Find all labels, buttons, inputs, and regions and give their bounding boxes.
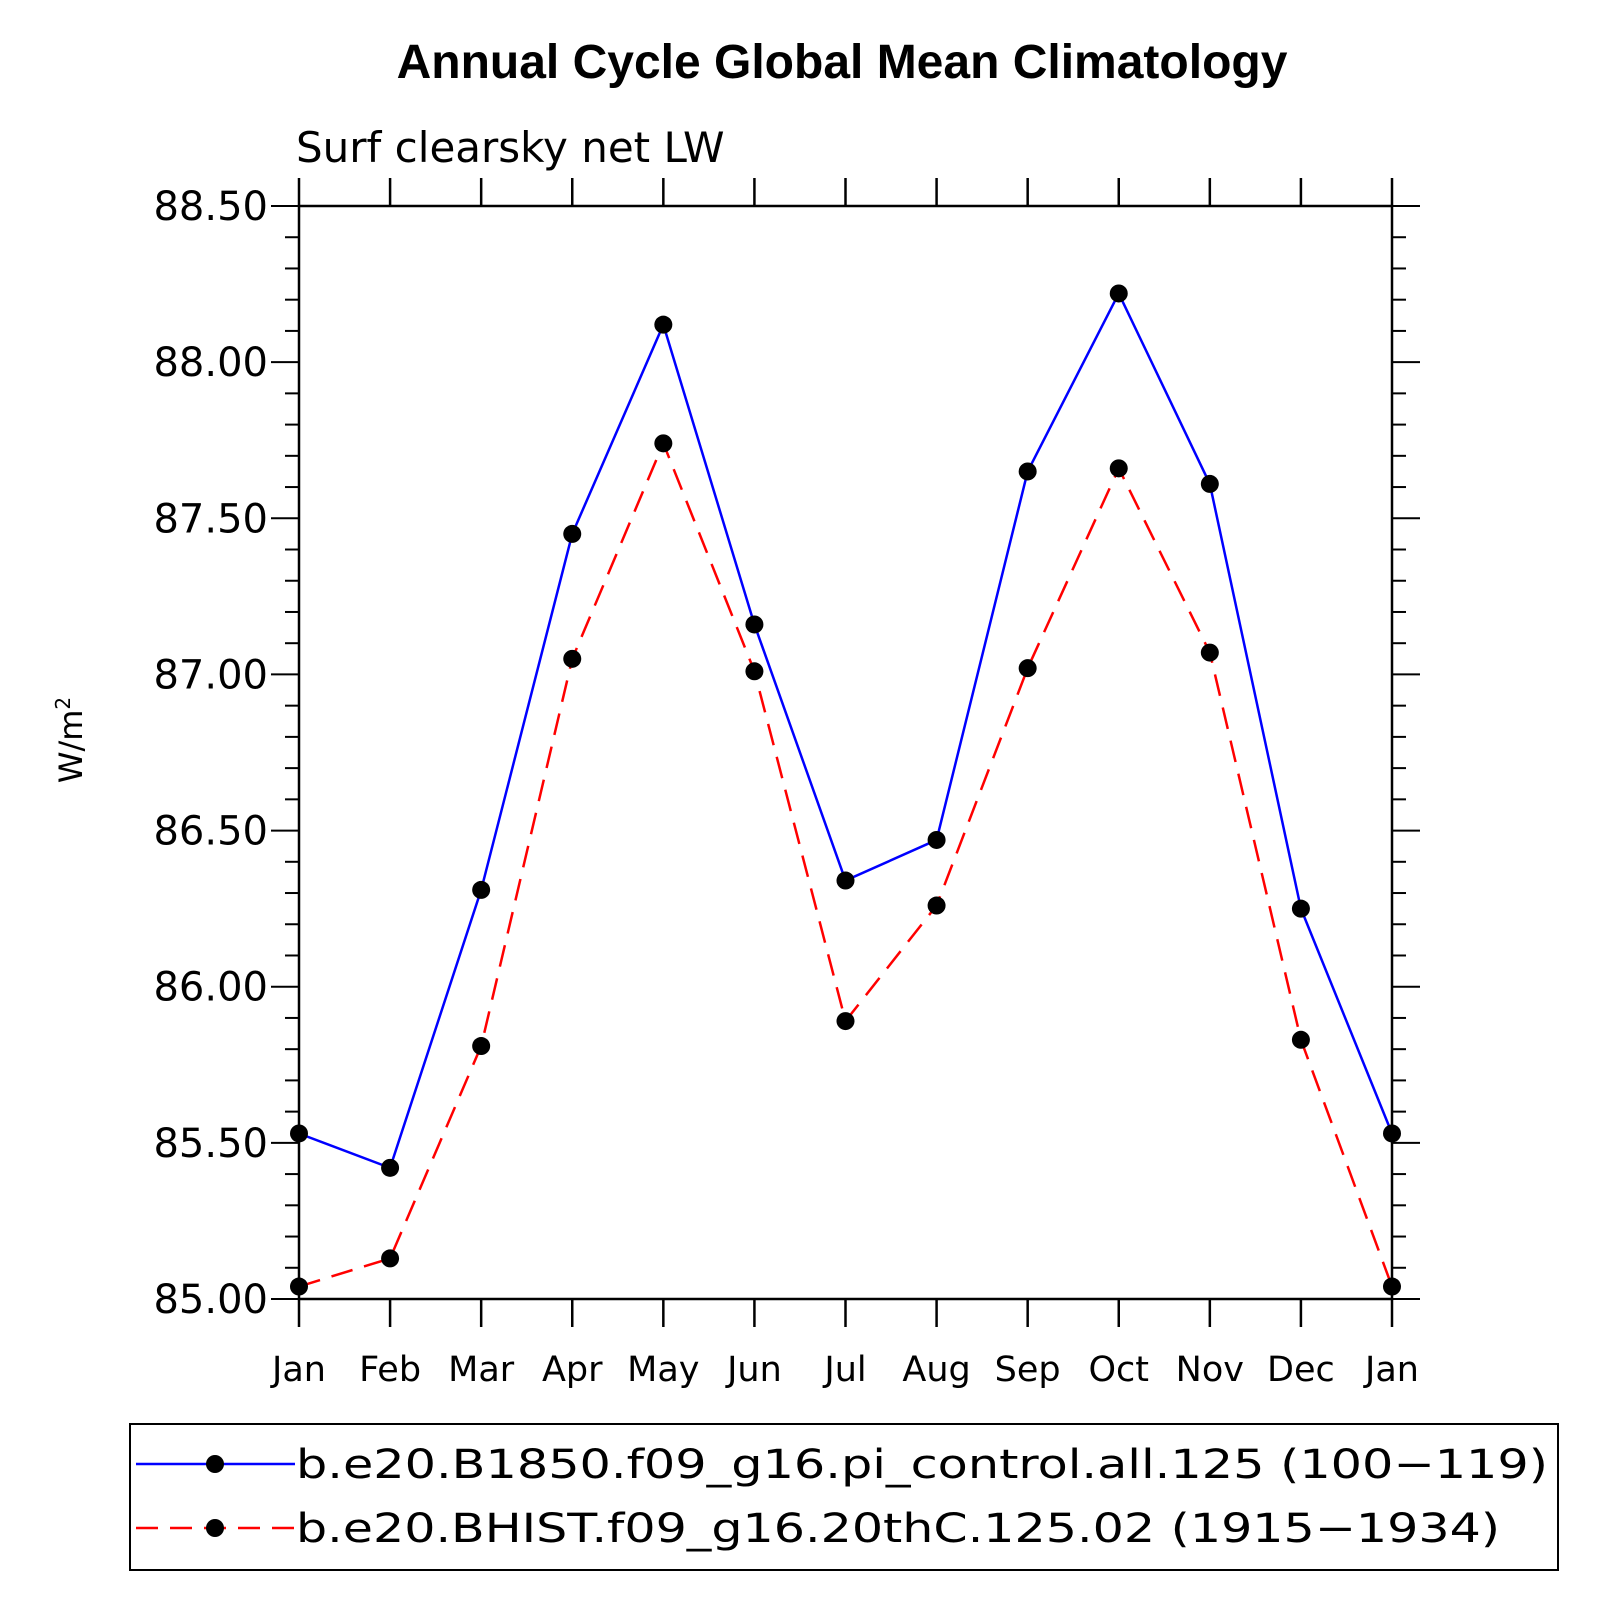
x-tick-label: Dec (1267, 1350, 1335, 1390)
series-0-point (290, 1124, 308, 1143)
x-tick-label: Jul (822, 1350, 866, 1390)
series-layer (290, 284, 1401, 1296)
y-tick-label: 87.50 (153, 496, 268, 542)
series-0-point (836, 871, 855, 890)
series-1-point (1200, 643, 1219, 662)
series-1-point (1291, 1030, 1310, 1049)
series-0-point (1383, 1124, 1401, 1143)
legend-label-1: b.e20.BHIST.f09_g16.20thC.125.02 (1915−1… (296, 1506, 1500, 1552)
legend: b.e20.B1850.f09_g16.pi_control.all.125 (… (136, 1442, 1548, 1552)
legend-box (129, 1423, 1559, 1571)
y-tick-label: 87.00 (153, 652, 268, 698)
series-0-point (381, 1158, 400, 1177)
legend-marker-1 (206, 1519, 224, 1537)
y-tick-label: 85.50 (153, 1121, 268, 1167)
series-1-point (290, 1277, 308, 1296)
series-0-point (745, 615, 764, 634)
plot-frame (297, 204, 1394, 1301)
series-1-point (745, 662, 764, 681)
x-tick-label: Aug (902, 1350, 970, 1390)
series-0-point (1018, 462, 1037, 481)
series-0-point (472, 880, 491, 899)
legend-marker-0 (206, 1455, 224, 1473)
series-1-point (1109, 459, 1128, 478)
series-0-point (1109, 284, 1128, 303)
x-tick-label: Jun (725, 1350, 782, 1390)
x-tick-label: Apr (542, 1350, 603, 1390)
legend-label-0: b.e20.B1850.f09_g16.pi_control.all.125 (… (296, 1442, 1548, 1488)
y-tick-label: 88.50 (153, 184, 268, 230)
x-tick-label: Nov (1176, 1350, 1244, 1390)
y-tick-labels: 85.00 85.50 86.00 86.50 87.00 87.50 88.00 88.50 (153, 184, 268, 1323)
y-axis-title-superscript: 2 (51, 697, 75, 710)
x-tick-label: Jan (270, 1350, 326, 1390)
series-1-point (381, 1249, 400, 1268)
y-axis-title: W/m2 (51, 697, 90, 783)
series-1-point (654, 434, 673, 453)
series-1-point (1383, 1277, 1401, 1296)
x-tick-label: Mar (448, 1350, 515, 1390)
series-1-point (563, 649, 582, 668)
series-line-0 (298, 290, 1394, 1170)
series-0-point (654, 315, 673, 334)
y-tick-label: 88.00 (153, 340, 268, 386)
series-0-point (1200, 474, 1219, 493)
series-0-point (1291, 899, 1310, 918)
series-0-point (927, 830, 946, 849)
svg-text:W/m2: W/m2 (51, 697, 90, 783)
x-tick-label: May (627, 1350, 699, 1390)
y-axis-title-text: W/m (52, 710, 90, 784)
y-tick-label: 86.00 (153, 965, 268, 1011)
chart-title: Annual Cycle Global Mean Climatology (397, 36, 1288, 89)
x-tick-label: Feb (359, 1350, 421, 1390)
series-0-point (563, 524, 582, 543)
x-tick-label: Oct (1088, 1350, 1149, 1390)
x-tick-label: Sep (995, 1350, 1061, 1390)
x-tick-labels: Jan Feb Mar Apr May Jun Jul Aug Sep Oct Nov Dec Jan (270, 1350, 1419, 1390)
y-tick-label: 86.50 (153, 809, 268, 855)
series-1-point (927, 896, 946, 915)
y-tick-label: 85.00 (153, 1277, 268, 1323)
series-1-point (472, 1037, 491, 1056)
series-1-point (1018, 659, 1037, 678)
chart-subtitle: Surf clearsky net LW (296, 123, 725, 172)
axis-ticks (271, 178, 1420, 1327)
x-tick-label: Jan (1363, 1350, 1419, 1390)
series-1-point (836, 1012, 855, 1031)
